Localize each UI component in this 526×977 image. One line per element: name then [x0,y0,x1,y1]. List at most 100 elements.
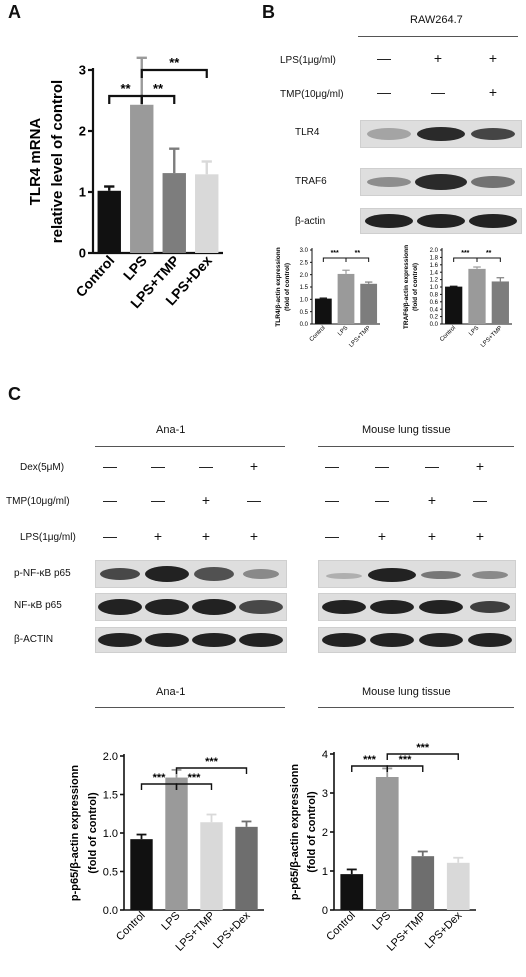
significance-label: *** [416,742,430,754]
chart-title-ana1: Ana-1 [156,686,186,698]
y-tick-label: 1 [79,185,86,200]
y-tick-label: 4 [322,749,328,761]
y-tick-label: 2 [322,827,328,839]
y-tick-label: 3 [79,63,86,78]
y-tick-label: 2.0 [300,273,309,279]
chart-title-mouse: Mouse lung tissue [362,686,451,698]
y-tick-label: 0.6 [430,300,439,306]
blot-mouse-b-actin [318,627,516,653]
bar-lps-dex [446,862,470,910]
significance-label: ** [153,81,164,96]
bar-lps-tmp [162,173,186,253]
significance-label: *** [153,772,167,784]
c-sign-mouse-r2-c1: + [377,528,387,544]
treatment-label-tmp: TMP(10μg/ml) [280,89,344,100]
significance-label: *** [399,754,413,766]
bar-lps-tmp [200,822,223,910]
y-axis-label: (fold of control) [306,791,318,873]
c-sign-mouse-r2-c0: — [325,528,339,544]
y-tick-label: 1.5 [300,285,309,291]
blot-label-b-actin-c: β-ACTIN [14,634,54,645]
significance-bracket [322,257,347,262]
bar-lps [375,777,399,910]
chart-divider-mouse [318,707,514,708]
blot-ana1-b-actin [95,627,287,653]
sign-b-lps-3: + [488,50,498,66]
panel-label-b: B [262,2,275,22]
significance-bracket [351,765,388,772]
c-sign-ana1-r1-c0: — [103,492,117,508]
y-tick-label: 0 [79,246,86,261]
significance-bracket [140,94,176,104]
category-label: LPS [468,325,480,337]
significance-bracket [453,257,478,262]
bar-lps [337,273,355,324]
y-tick-label: 0.4 [430,307,439,313]
c-treatment-label-2: LPS(1μg/ml) [20,532,76,543]
significance-bracket [140,68,208,78]
c-sign-ana1-r1-c3: — [247,492,261,508]
cell-line-label: RAW264.7 [410,14,463,26]
panel-label-c: C [8,384,21,404]
header-divider [358,36,518,37]
blot-ana1-p-nfkb [95,560,287,588]
blot-label-p-nfkb: p-NF-κB p65 [14,568,71,579]
blot-label-traf6: TRAF6 [295,176,327,187]
sign-b-tmp-1: — [377,84,391,100]
significance-bracket [175,783,213,790]
y-axis-label: relative level of control [49,80,66,243]
y-tick-label: 1.8 [430,256,439,262]
c-sign-ana1-r0-c1: — [151,458,165,474]
c-sign-ana1-r2-c2: + [201,528,211,544]
blot-tlr4 [360,120,522,148]
treatment-label-lps: LPS(1μg/ml) [280,55,336,66]
significance-bracket [386,765,424,772]
y-axis-label: (fold of control) [412,263,419,311]
significance-bracket [386,753,459,760]
y-tick-label: 1.2 [430,278,439,284]
y-tick-label: 2 [79,124,86,139]
significance-label: *** [331,250,339,257]
bar-lps [468,268,486,324]
group-divider-ana1 [95,446,285,447]
c-treatment-label-0: Dex(5μM) [20,462,65,473]
blot-label-nfkb: NF-κB p65 [14,600,62,611]
category-label: LPS [159,910,182,933]
c-sign-mouse-r0-c3: + [475,458,485,474]
blot-ana1-nfkb [95,593,287,621]
blot-b-actin [360,208,522,234]
significance-label: *** [363,754,377,766]
bar-lps [165,777,188,910]
category-label: Control [324,910,358,944]
y-tick-label: 2.5 [300,260,309,266]
bar-control [130,839,153,910]
category-label: LPS+TMP [480,325,504,349]
y-tick-label: 2.0 [430,248,439,254]
blot-label-tlr4: TLR4 [295,127,320,138]
significance-label: ** [486,250,492,257]
y-tick-label: 0.8 [430,293,439,299]
y-tick-label: 1.5 [103,789,118,801]
significance-bracket [345,257,370,262]
category-label: Control [439,325,457,343]
c-sign-ana1-r2-c0: — [103,528,117,544]
y-tick-label: 1.0 [103,828,118,840]
y-axis-label: (fold of control) [284,263,291,311]
category-label: Control [114,910,148,944]
c-sign-ana1-r2-c1: + [153,528,163,544]
y-axis-label: TLR4 mRNA [27,118,44,206]
chart-b-traf6: 0.00.2 0.40.60.8 1.01.2 1.41.61.8 2.0 Control… [403,245,512,349]
y-tick-label: 0.0 [300,322,309,328]
y-tick-label: 0.5 [300,310,309,316]
y-tick-label: 0.5 [103,866,118,878]
c-sign-ana1-r0-c3: + [249,458,259,474]
category-label: Control [309,325,327,343]
y-axis-label: (fold of control) [87,792,99,874]
c-sign-mouse-r0-c0: — [325,458,339,474]
bar-lps-dex [195,174,219,253]
significance-label: ** [169,55,180,70]
group-title-mouse: Mouse lung tissue [362,424,451,436]
c-sign-mouse-r1-c2: + [427,492,437,508]
significance-label: *** [205,756,219,768]
